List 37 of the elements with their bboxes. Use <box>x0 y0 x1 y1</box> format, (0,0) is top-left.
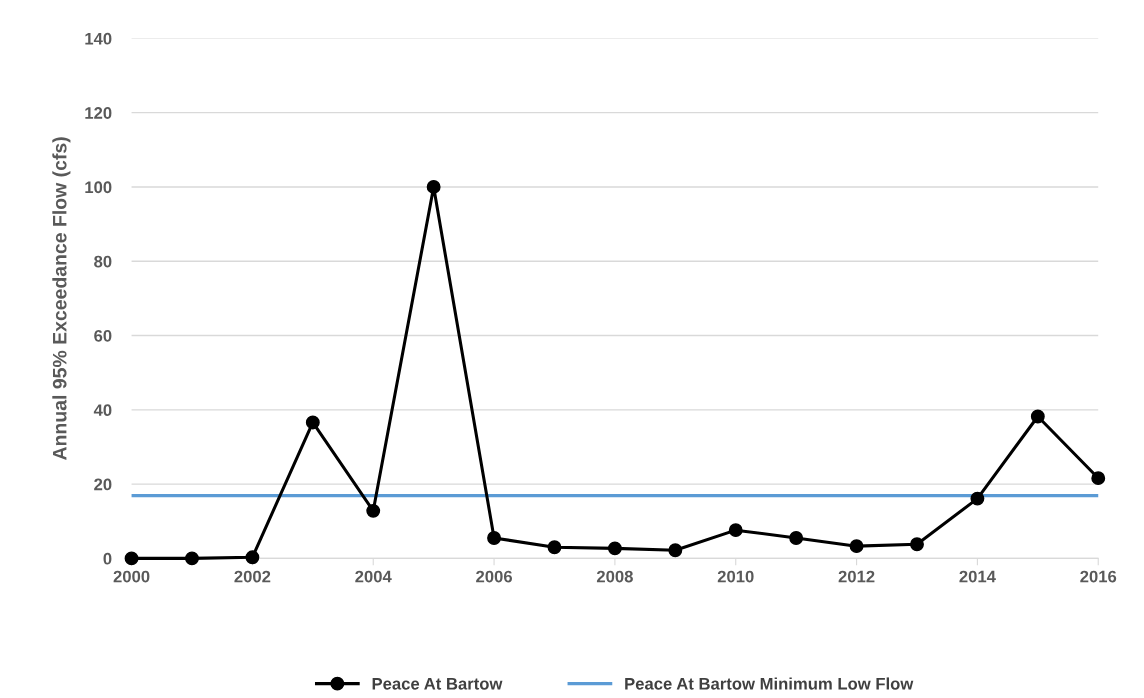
x-tick-label: 2002 <box>234 570 271 583</box>
point <box>366 503 381 518</box>
legend-label: Peace At Bartow Minimum Low Flow <box>625 677 914 690</box>
x-tick-label: 2014 <box>959 570 996 583</box>
y-tick-label: 20 <box>94 478 112 491</box>
x-tick-label: 2000 <box>113 570 150 583</box>
point <box>305 415 320 430</box>
point <box>910 537 924 552</box>
y-tick-label: 0 <box>103 552 112 565</box>
point <box>487 531 502 545</box>
point <box>547 540 562 555</box>
x-tick-label: 2012 <box>838 570 875 583</box>
point <box>1030 409 1045 424</box>
x-tick-label: 2016 <box>1080 570 1117 583</box>
point <box>1091 471 1106 486</box>
y-tick-label: 140 <box>85 32 112 45</box>
y-tick-label: 100 <box>85 181 112 194</box>
y-tick-label: 80 <box>94 255 112 268</box>
point <box>668 543 683 558</box>
point <box>426 180 441 194</box>
point <box>849 539 864 554</box>
point <box>185 551 199 566</box>
point <box>728 523 743 538</box>
y-axis-title: Annual 95% Exceedance Flow (cfs) <box>52 137 71 460</box>
y-tick-label: 120 <box>85 107 112 119</box>
point <box>607 541 622 556</box>
point <box>789 531 804 545</box>
y-tick-label: 40 <box>93 404 112 417</box>
x-tick-label: 2010 <box>717 570 754 583</box>
y-tick-label: 60 <box>94 329 112 342</box>
x-tick-label: 2006 <box>476 570 512 583</box>
point <box>245 550 260 565</box>
point <box>124 551 139 566</box>
point <box>970 491 985 506</box>
x-tick-label: 2004 <box>355 570 392 583</box>
legend-label: Peace At Bartow <box>372 678 503 690</box>
x-tick-label: 2008 <box>596 570 633 583</box>
